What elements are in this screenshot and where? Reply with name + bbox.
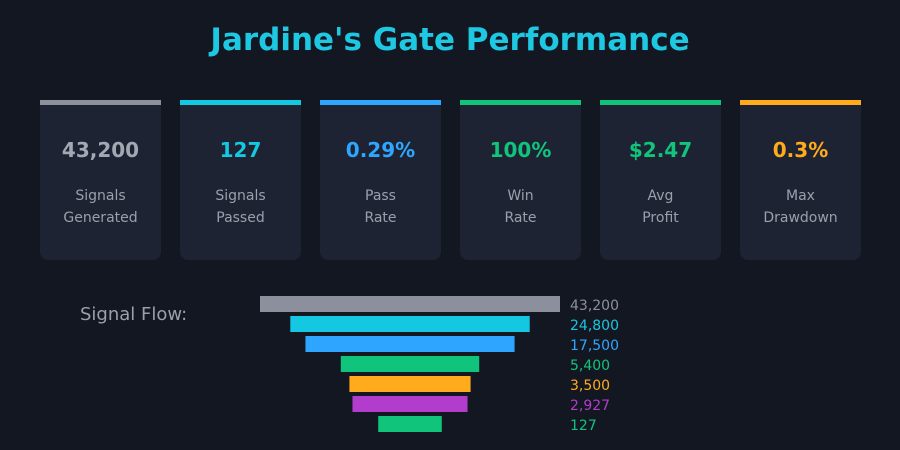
funnel-bar [349, 376, 471, 392]
kpi-card: 0.3% Max Drawdown [740, 100, 861, 260]
funnel-bar [352, 396, 468, 412]
funnel-bar [340, 356, 480, 372]
kpi-card: 0.29% Pass Rate [320, 100, 441, 260]
kpi-label: Signals Passed [215, 188, 266, 226]
title: Jardine's Gate Performance [210, 22, 690, 58]
kpi-card: $2.47 Avg Profit [600, 100, 721, 260]
funnel-value-label: 2,927 [570, 398, 610, 414]
kpi-card: 127 Signals Passed [180, 100, 301, 260]
kpi-value: 0.3% [772, 138, 829, 162]
kpi-label: Signals Generated [63, 188, 138, 226]
funnel-value-label: 5,400 [570, 358, 610, 374]
kpi-value: 43,200 [61, 138, 140, 162]
kpi-card: 100% Win Rate [460, 100, 581, 260]
funnel-value-label: 24,800 [570, 318, 619, 334]
kpi-value: 100% [489, 138, 552, 162]
funnel-title: Signal Flow: [80, 304, 188, 325]
funnel-bar [290, 316, 530, 332]
kpi-label: Win Rate [504, 188, 537, 226]
kpi-label: Pass Rate [364, 188, 397, 226]
funnel-value-label: 17,500 [570, 338, 619, 354]
funnel-bar [305, 336, 515, 352]
funnel-value-label: 3,500 [570, 378, 610, 394]
kpi-value: $2.47 [628, 138, 693, 162]
kpi-label: Max Drawdown [763, 188, 838, 226]
kpi-label: Avg Profit [642, 188, 679, 226]
kpi-value: 127 [219, 138, 262, 162]
funnel-bar [378, 416, 442, 432]
funnel-value-label: 127 [570, 418, 597, 434]
funnel-value-label: 43,200 [570, 298, 619, 314]
kpi-card: 43,200 Signals Generated [40, 100, 161, 260]
kpi-value: 0.29% [345, 138, 416, 162]
funnel-bar [260, 296, 560, 312]
